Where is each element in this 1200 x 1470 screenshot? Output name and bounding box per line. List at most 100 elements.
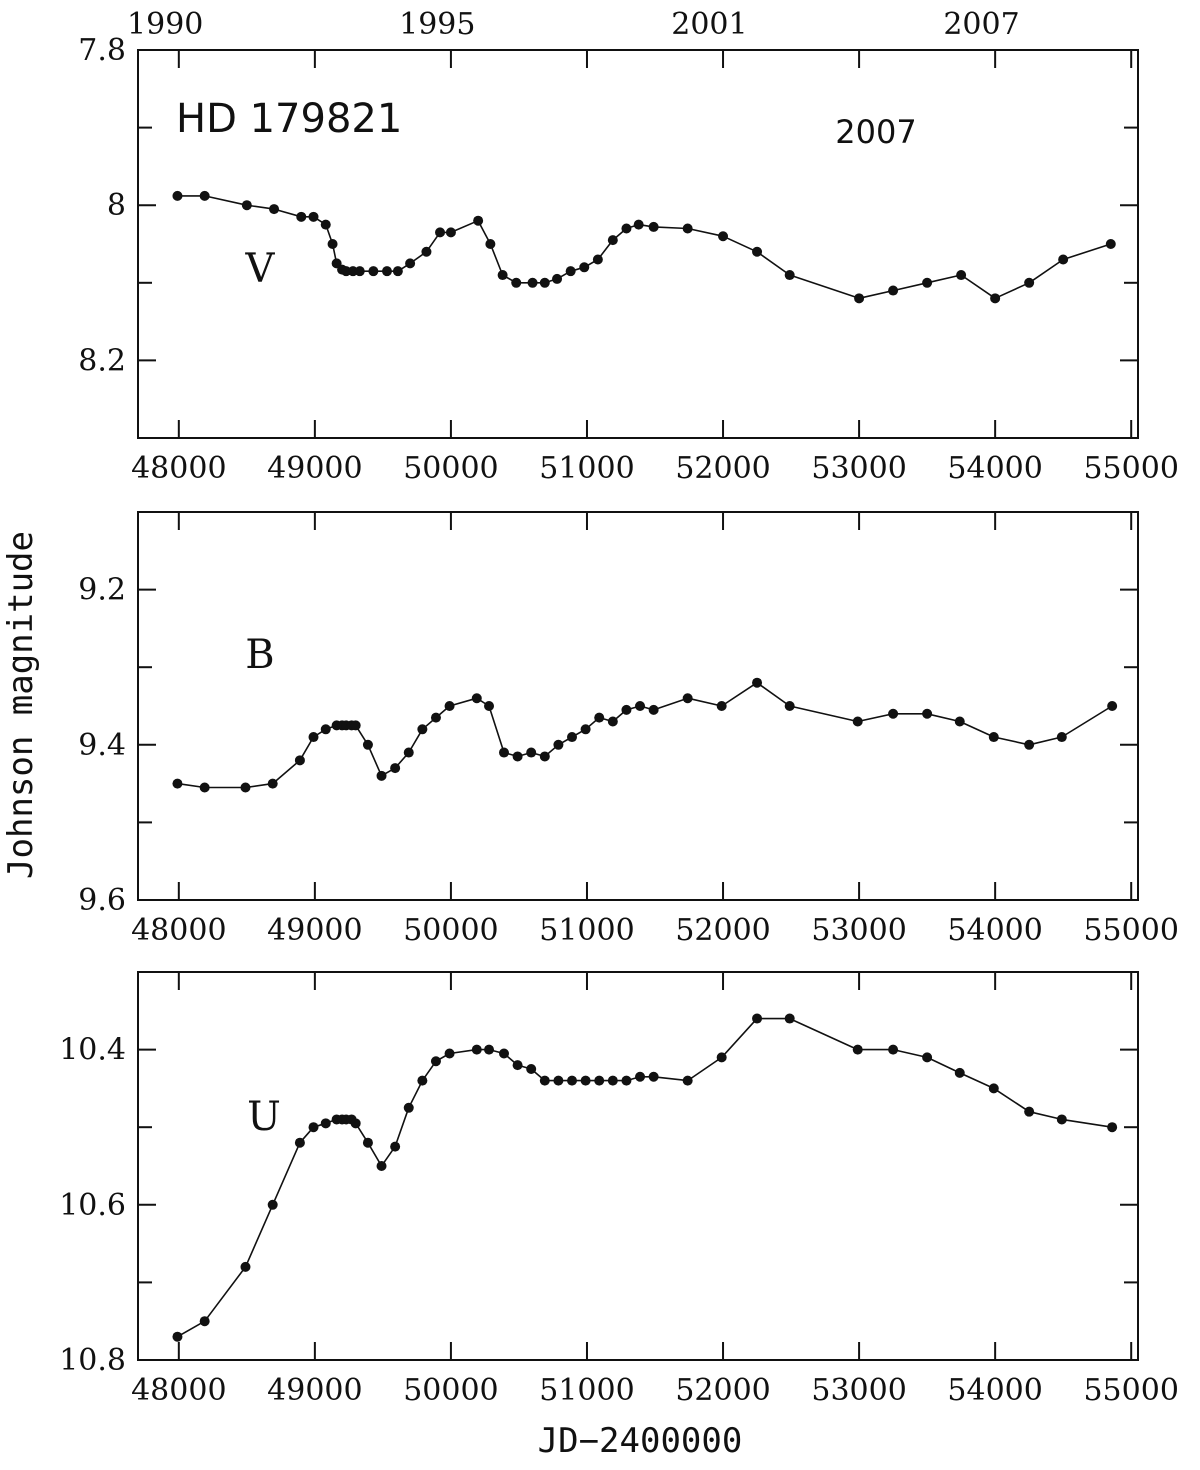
b-data-point [621, 704, 632, 715]
v-data-point [172, 190, 183, 201]
u-data-point [362, 1137, 373, 1148]
v-data-point [511, 277, 522, 288]
v-x-tick-label: 48000 [131, 451, 226, 486]
b-x-tick-label: 54000 [947, 913, 1042, 948]
u-x-tick-label: 53000 [811, 1373, 906, 1408]
b-data-point [888, 708, 899, 719]
v-data-point [445, 227, 456, 238]
u-data-point [1107, 1122, 1118, 1133]
u-data-point [635, 1071, 646, 1082]
b-data-point [362, 739, 373, 750]
u-data-point [553, 1075, 564, 1086]
v-data-point [539, 277, 550, 288]
chart-title: HD 179821 [176, 96, 402, 142]
v-data-point [320, 219, 331, 230]
u-x-tick-label: 49000 [267, 1373, 362, 1408]
v-y-tick-label: 8 [107, 188, 126, 223]
u-data-point [471, 1044, 482, 1055]
u-data-point [580, 1075, 591, 1086]
v-data-point [565, 266, 576, 277]
v-x-tick-label: 49000 [267, 451, 362, 486]
b-data-point [350, 720, 361, 731]
v-data-point [784, 270, 795, 281]
b-data-point [512, 751, 523, 762]
u-x-tick-label: 50000 [403, 1373, 498, 1408]
band-label-v: V [245, 246, 276, 292]
v-x-tick-label: 54000 [947, 451, 1042, 486]
b-data-point [988, 732, 999, 743]
v-data-point [922, 277, 933, 288]
v-data-point [296, 211, 307, 222]
u-x-tick-label: 55000 [1083, 1373, 1178, 1408]
v-data-point [621, 223, 632, 234]
v-data-point [633, 219, 644, 230]
b-data-point [471, 693, 482, 704]
v-data-point [592, 254, 603, 265]
v-data-point [1058, 254, 1069, 265]
u-data-point [484, 1044, 495, 1055]
b-data-point [403, 747, 414, 758]
v-x-tick-label: 55000 [1083, 451, 1178, 486]
v-data-point [241, 200, 252, 211]
b-data-point [484, 701, 495, 711]
u-y-tick-label: 10.6 [59, 1188, 126, 1223]
u-data-point [430, 1056, 441, 1067]
u-data-point [294, 1137, 305, 1148]
b-data-point [716, 701, 727, 711]
b-data-point [199, 782, 210, 793]
u-data-point [376, 1161, 387, 1171]
u-panel-frame [137, 971, 1139, 1361]
u-x-tick-label: 48000 [131, 1373, 226, 1408]
u-data-point [526, 1064, 537, 1074]
b-data-point [172, 778, 183, 789]
u-data-point [922, 1052, 933, 1063]
v-data-point [1105, 239, 1116, 249]
top-year-label: 1995 [399, 7, 475, 42]
band-label-u: U [247, 1094, 281, 1140]
b-data-point [320, 724, 331, 735]
b-x-tick-label: 55000 [1083, 913, 1178, 948]
b-x-tick-label: 48000 [131, 913, 226, 948]
u-data-point [1024, 1106, 1035, 1117]
b-data-point [539, 751, 550, 762]
v-y-tick-label: 7.8 [78, 33, 126, 68]
v-y-tick-label: 8.2 [78, 343, 126, 378]
v-data-point [497, 270, 508, 281]
v-data-point [421, 246, 432, 257]
b-data-point [567, 732, 578, 743]
b-data-point [308, 732, 319, 743]
u-data-point [512, 1060, 523, 1071]
v-data-point [854, 293, 865, 304]
x-axis-title: JD−2400000 [538, 1421, 743, 1461]
b-data-point [417, 724, 428, 735]
v-data-point [956, 270, 967, 281]
b-data-point [498, 747, 509, 758]
v-data-point [354, 266, 365, 277]
u-data-point [607, 1075, 618, 1086]
b-x-tick-label: 51000 [539, 913, 634, 948]
u-data-point [621, 1075, 632, 1086]
v-data-point [527, 277, 538, 288]
u-data-point [888, 1044, 899, 1055]
b-x-tick-label: 50000 [403, 913, 498, 948]
b-data-point [648, 704, 659, 715]
b-data-point [784, 701, 795, 711]
v-data-point [485, 239, 496, 249]
b-data-point [526, 747, 537, 758]
u-data-point [308, 1122, 319, 1133]
u-y-tick-label: 10.4 [59, 1033, 126, 1068]
v-data-point [381, 266, 392, 277]
u-y-tick-label: 10.8 [59, 1343, 126, 1378]
b-x-tick-label: 53000 [811, 913, 906, 948]
b-data-point [580, 724, 591, 735]
u-data-point [682, 1075, 693, 1086]
b-data-point [752, 677, 763, 688]
v-data-point [473, 215, 484, 226]
u-data-point [498, 1048, 509, 1059]
b-data-point [594, 712, 605, 723]
u-data-point [852, 1044, 863, 1055]
b-data-point [922, 708, 933, 719]
top-year-label: 1990 [127, 7, 203, 42]
